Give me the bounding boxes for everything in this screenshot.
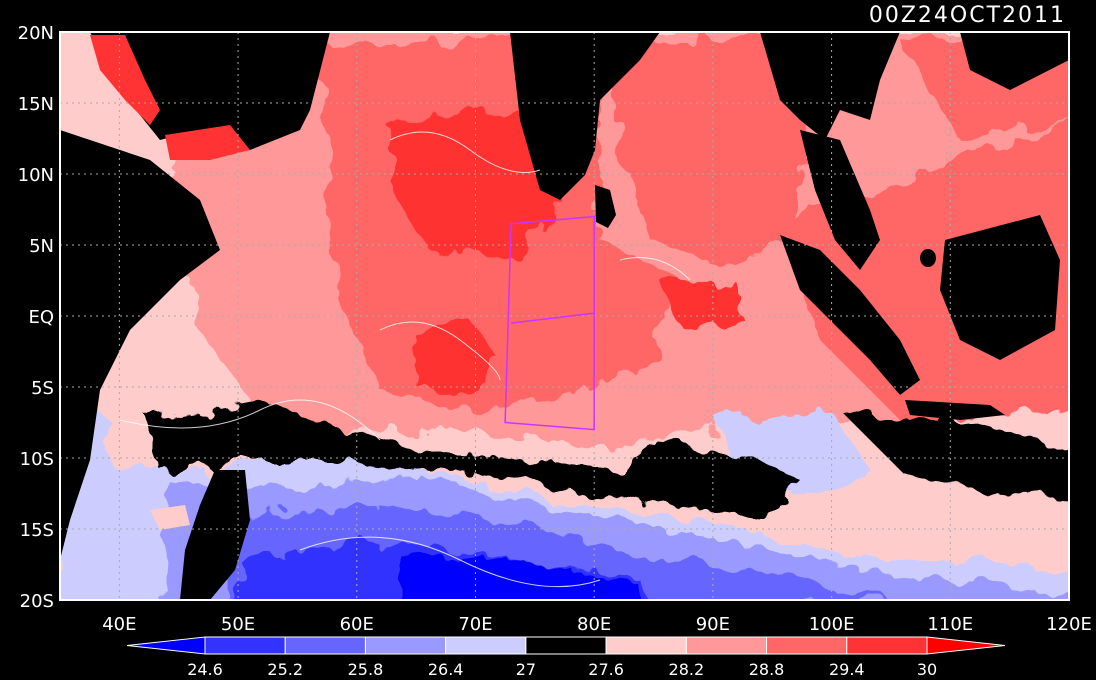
land-sumatra	[780, 235, 920, 395]
land-africa	[60, 130, 220, 560]
colorbar-arrow-right	[926, 636, 1006, 655]
island-natuna	[920, 249, 936, 267]
land-indochina	[760, 32, 900, 140]
land-madagascar	[180, 470, 250, 600]
colorbar-swatch	[204, 636, 286, 655]
land-india	[510, 32, 660, 200]
map-title: 00Z24OCT2011	[869, 3, 1066, 28]
warm-pool-south	[410, 320, 500, 395]
colorbar-swatch	[846, 636, 928, 655]
colorbar-level-label: 29.4	[829, 660, 865, 679]
warm-bay-bengal	[610, 40, 820, 270]
y-tick-label: 5S	[31, 378, 54, 399]
x-tick-label: 110E	[927, 614, 973, 635]
colorbar-swatch	[766, 636, 848, 655]
y-tick-label: 20N	[18, 23, 54, 44]
colorbar-swatch	[445, 636, 527, 655]
analysis-region-outline	[504, 215, 595, 431]
x-tick-label: 80E	[577, 614, 611, 635]
colorbar-level-label: 27	[516, 660, 536, 679]
land-srilanka	[595, 185, 616, 228]
cold-core-2	[400, 555, 640, 600]
sst-field	[60, 32, 1069, 600]
land-borneo	[940, 215, 1060, 360]
x-tick-label: 90E	[696, 614, 730, 635]
land-ne	[960, 32, 1069, 90]
channel-warm	[150, 505, 190, 530]
x-tick-label: 120E	[1046, 614, 1092, 635]
colorbar-swatch	[685, 636, 768, 655]
colorbar-level-label: 28.2	[669, 660, 705, 679]
colorbar-swatch	[364, 636, 447, 655]
colorbar-level-label: 26.4	[428, 660, 464, 679]
x-axis-labels: 40E 50E 60E 70E 80E 90E 100E 110E 120E	[102, 614, 1092, 635]
contour-lines	[119, 131, 691, 588]
land-malay	[800, 130, 880, 270]
y-tick-label: 15N	[18, 94, 54, 115]
x-tick-label: 70E	[458, 614, 492, 635]
x-tick-label: 50E	[221, 614, 255, 635]
colorbar-level-label: 30	[917, 660, 937, 679]
land-java	[905, 400, 1005, 420]
y-tick-label: 15S	[20, 520, 54, 541]
land	[60, 32, 1069, 600]
map-frame	[59, 31, 1070, 601]
x-tick-label: 40E	[102, 614, 136, 635]
colorbar: 24.6 25.2 25.8 26.4 27 27.6 28.2 28.8 29.4 30	[126, 636, 1006, 679]
colorbar-level-label: 25.8	[348, 660, 384, 679]
y-axis-labels: 20N 15N 10N 5N EQ 5S 10S 15S 20S	[18, 23, 54, 612]
gulf-aden-warm	[165, 125, 250, 160]
colorbar-swatch	[605, 636, 687, 655]
colorbar-swatch	[284, 636, 366, 655]
y-tick-label: 5N	[29, 236, 54, 257]
warm-pockets	[660, 280, 740, 330]
colorbar-level-label: 25.2	[267, 660, 303, 679]
band-27-east	[840, 410, 1069, 499]
x-tick-label: 100E	[809, 614, 855, 635]
red-sea-warm	[90, 35, 160, 125]
colorbar-level-label: 24.6	[187, 660, 223, 679]
x-tick-label: 60E	[340, 614, 374, 635]
colorbar-level-label: 28.8	[749, 660, 785, 679]
colorbar-swatch	[525, 636, 607, 655]
y-tick-label: 10N	[18, 165, 54, 186]
colorbar-level-label: 27.6	[588, 660, 624, 679]
y-tick-label: 20S	[20, 591, 54, 612]
analysis-region-divider	[510, 312, 595, 324]
y-tick-label: 10S	[20, 449, 54, 470]
y-tick-label: EQ	[28, 307, 54, 328]
